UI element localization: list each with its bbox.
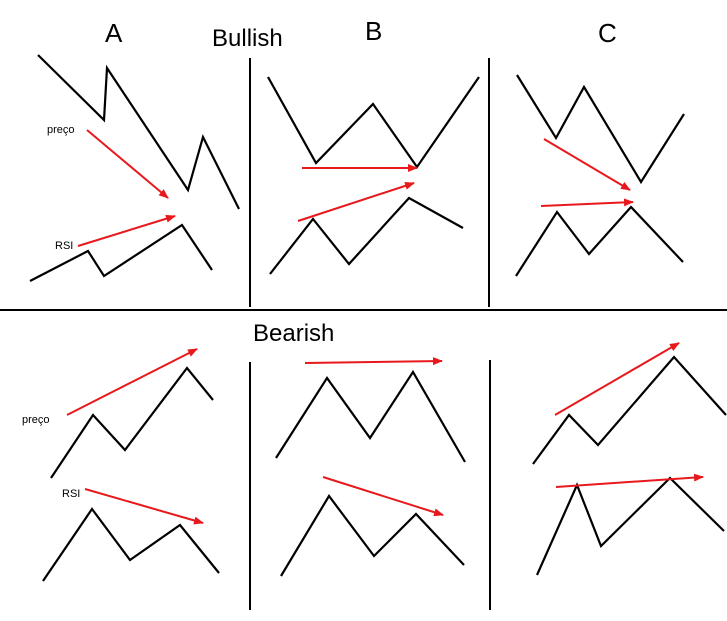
- rsi-label-bullish: RSI: [55, 240, 73, 252]
- bearish-a-rsi-arrow: [84, 488, 204, 525]
- bullish-a-rsi-arrow: [77, 214, 176, 247]
- bearish-c-rsi-arrow: [555, 473, 704, 488]
- bearish-b-price-line: [275, 369, 466, 463]
- bearish-b-rsi-line: [280, 494, 465, 577]
- bearish-a-price-arrow: [66, 348, 198, 416]
- panel-label-c: C: [598, 18, 617, 48]
- bearish-c-rsi-line: [535, 476, 725, 576]
- bullish-c-rsi-line: [515, 205, 684, 277]
- bullish-c-price-arrow: [543, 138, 631, 191]
- panel-label-b: B: [365, 16, 382, 46]
- rsi-label-bearish: RSI: [62, 488, 80, 500]
- section-title-bearish: Bearish: [253, 320, 334, 347]
- bullish-b-price-line: [267, 76, 480, 169]
- bullish-c-price-line: [516, 74, 685, 185]
- bullish-b-rsi-arrow: [297, 182, 415, 222]
- bearish-a-rsi-line: [42, 507, 220, 582]
- bearish-a-price-line: [50, 366, 214, 479]
- bearish-b-price-arrow: [304, 357, 443, 366]
- bearish-c-price-line: [532, 355, 727, 465]
- bullish-b-rsi-line: [269, 196, 464, 275]
- bearish-b-rsi-arrow: [322, 476, 444, 517]
- bullish-a-rsi-line: [29, 223, 213, 282]
- price-label-bullish: preço: [47, 124, 75, 136]
- bullish-a-price-line: [37, 54, 240, 210]
- bullish-c-rsi-arrow: [540, 198, 634, 207]
- price-label-bearish: preço: [22, 414, 50, 426]
- section-title-bullish: Bullish: [212, 25, 283, 52]
- bearish-c-price-arrow: [554, 342, 680, 416]
- bullish-a-price-arrow: [86, 129, 169, 199]
- panel-label-a: A: [105, 18, 123, 48]
